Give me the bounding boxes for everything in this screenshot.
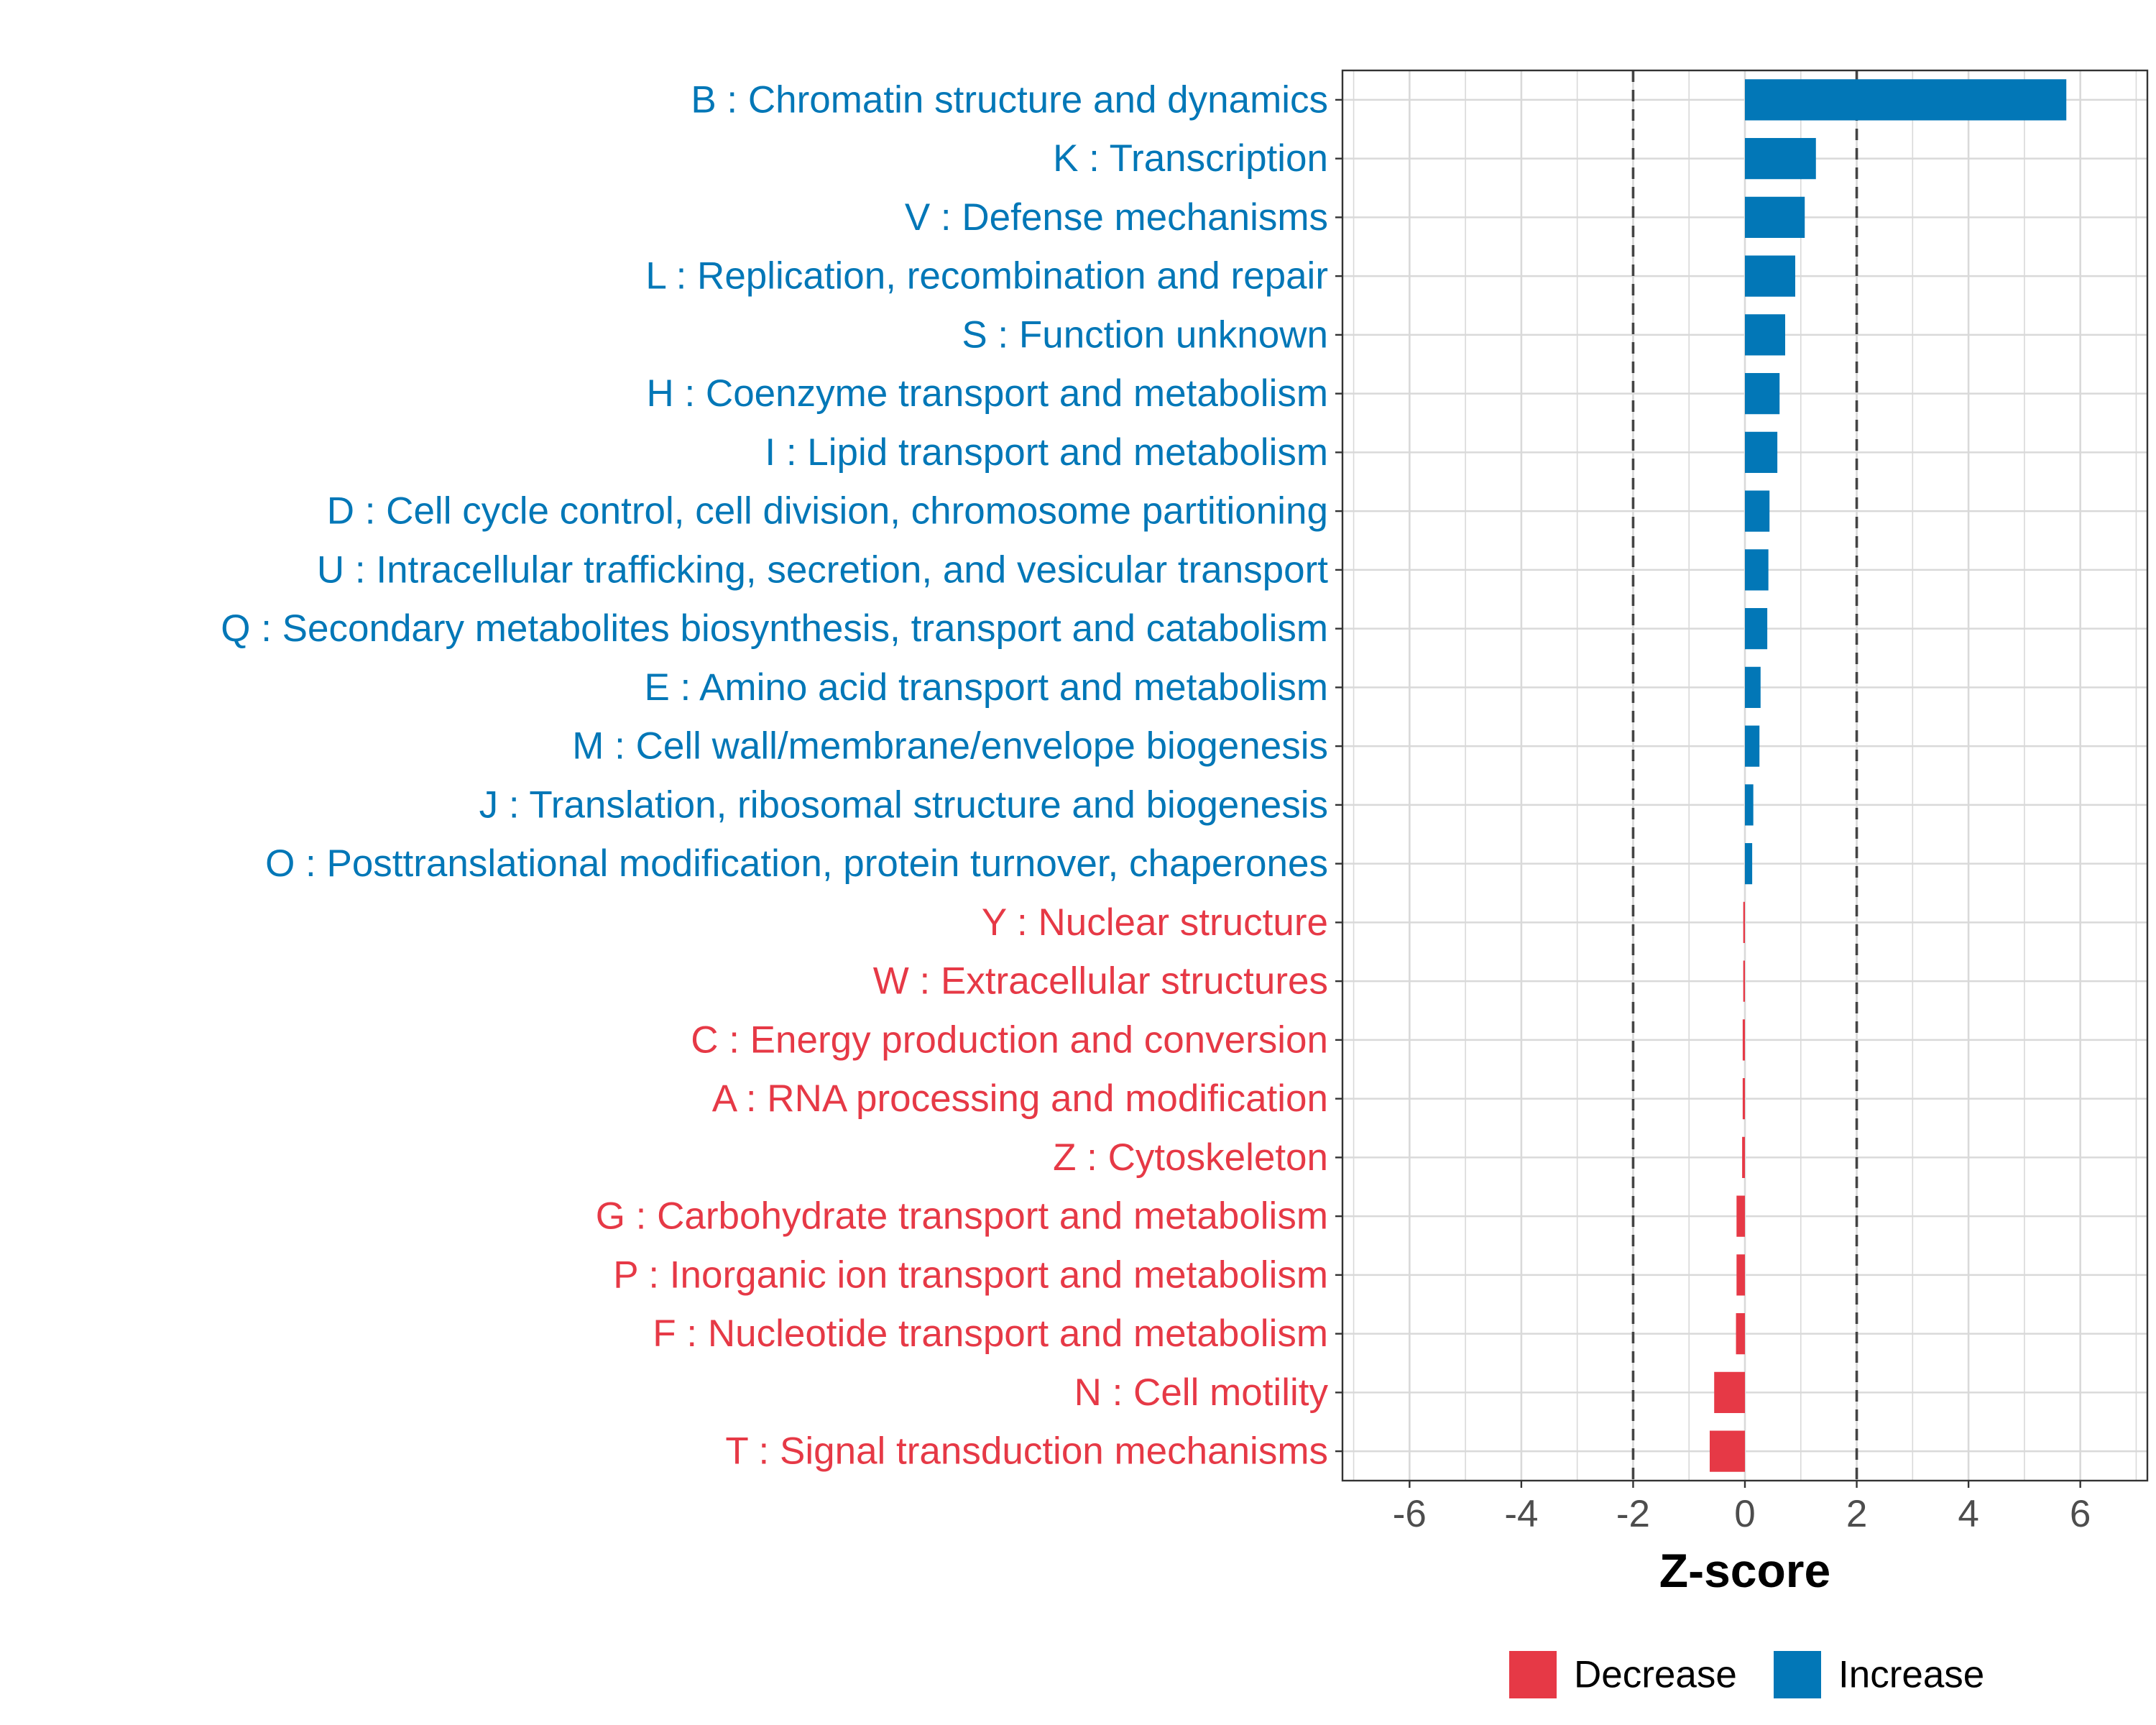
bar-g (1736, 1195, 1745, 1237)
bar-a (1742, 1078, 1745, 1120)
x-tick-label: -6 (1393, 1493, 1427, 1535)
category-label: C : Energy production and conversion (691, 1018, 1328, 1061)
category-label: G : Carbohydrate transport and metabolis… (596, 1195, 1328, 1238)
category-label: I : Lipid transport and metabolism (765, 431, 1328, 474)
x-axis-title: Z-score (1659, 1544, 1830, 1597)
bar-v (1745, 196, 1805, 238)
legend-key-decrease (1509, 1651, 1557, 1698)
reference-lines (1631, 70, 1858, 1481)
x-tick-label: 2 (1846, 1493, 1867, 1535)
x-axis: -6 -4 -2 0 2 4 6 (1393, 1481, 2091, 1535)
x-tick-label: -2 (1616, 1493, 1650, 1535)
category-label: F : Nucleotide transport and metabolism (653, 1312, 1328, 1355)
bar-l (1745, 255, 1795, 297)
legend-key-increase (1774, 1651, 1821, 1698)
bar-o (1745, 843, 1753, 885)
bar-e (1745, 666, 1761, 708)
category-label: A : RNA processing and modification (712, 1077, 1328, 1120)
bar-u (1745, 549, 1769, 591)
category-label: H : Coenzyme transport and metabolism (646, 372, 1328, 415)
bar-f (1736, 1313, 1745, 1355)
category-label: Y : Nuclear structure (982, 901, 1328, 944)
category-label: E : Amino acid transport and metabolism (644, 666, 1328, 709)
legend-label-decrease: Decrease (1574, 1654, 1737, 1696)
category-label: B : Chromatin structure and dynamics (691, 78, 1328, 121)
category-label: W : Extracellular structures (873, 960, 1328, 1003)
category-label: U : Intracellular trafficking, secretion… (317, 548, 1328, 591)
category-label: V : Defense mechanisms (905, 196, 1328, 239)
bar-n (1714, 1371, 1745, 1413)
x-tick-label: -4 (1504, 1493, 1538, 1535)
bar-c (1742, 1019, 1745, 1061)
category-label: N : Cell motility (1074, 1371, 1329, 1414)
category-label: O : Posttranslational modification, prot… (265, 842, 1328, 885)
category-label: K : Transcription (1053, 137, 1328, 180)
category-label: Z : Cytoskeleton (1053, 1136, 1328, 1179)
y-axis: B : Chromatin structure and dynamics K : … (221, 78, 1342, 1473)
bar-m (1745, 725, 1760, 767)
bar-q (1745, 608, 1768, 650)
bar-z (1742, 1136, 1745, 1178)
bar-h (1745, 373, 1780, 415)
legend: Decrease Increase (1509, 1651, 1984, 1698)
category-label: M : Cell wall/membrane/envelope biogenes… (572, 725, 1328, 768)
bar-y (1743, 901, 1745, 943)
x-tick-label: 0 (1734, 1493, 1755, 1535)
bar-b (1745, 79, 2067, 121)
legend-label-increase: Increase (1838, 1654, 1984, 1696)
bar-d (1745, 490, 1770, 532)
bar-s (1745, 314, 1785, 356)
category-label: P : Inorganic ion transport and metaboli… (613, 1254, 1328, 1296)
bar-k (1745, 138, 1816, 180)
category-label: S : Function unknown (962, 313, 1328, 356)
bar-j (1745, 784, 1754, 826)
x-tick-label: 6 (2070, 1493, 2091, 1535)
category-label: D : Cell cycle control, cell division, c… (327, 490, 1328, 533)
category-label: L : Replication, recombination and repai… (645, 255, 1328, 298)
bar-p (1736, 1254, 1745, 1296)
bar-i (1745, 431, 1778, 473)
bar-t (1710, 1430, 1745, 1472)
category-label: J : Translation, ribosomal structure and… (479, 783, 1328, 826)
category-label: T : Signal transduction mechanisms (725, 1430, 1328, 1473)
bars (1710, 79, 2067, 1472)
bar-w (1743, 960, 1745, 1002)
category-label: Q : Secondary metabolites biosynthesis, … (221, 607, 1328, 650)
x-tick-label: 4 (1958, 1493, 1978, 1535)
